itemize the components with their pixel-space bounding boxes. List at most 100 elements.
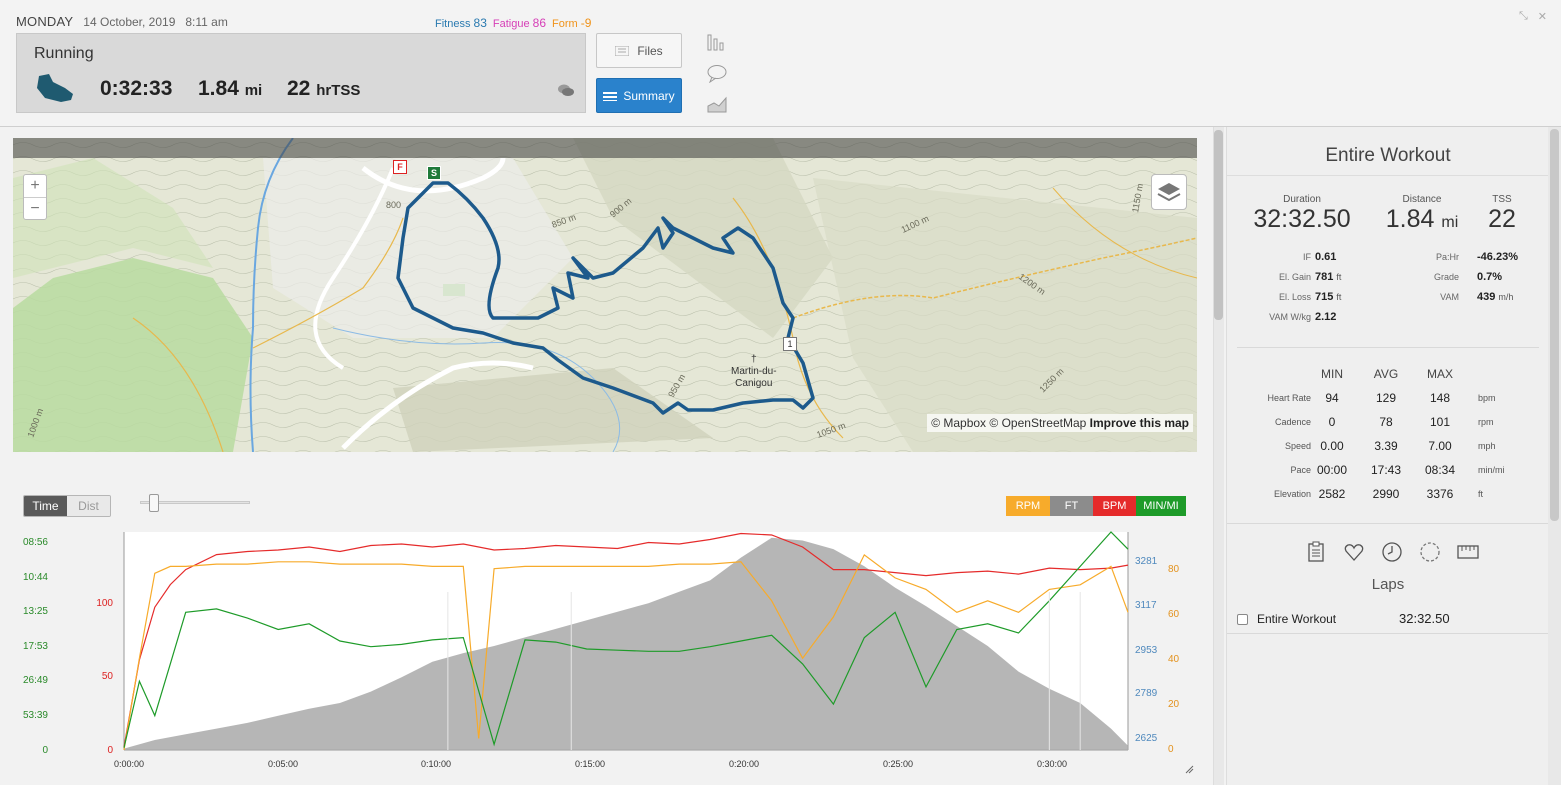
pace-tick: 0: [42, 745, 48, 756]
zoom-control: + −: [23, 174, 47, 220]
dashed-circle-icon[interactable]: [1419, 541, 1441, 563]
close-icon[interactable]: ✕: [1537, 11, 1547, 23]
bpm-tick: 50: [101, 671, 113, 682]
workout-distance: 1.84 mi: [198, 77, 262, 101]
channel-pace-toggle[interactable]: MIN/MI: [1136, 496, 1186, 516]
channel-rpm-toggle[interactable]: RPM: [1006, 496, 1050, 516]
resize-handle-icon[interactable]: [1184, 764, 1194, 774]
clock-icon[interactable]: [1381, 541, 1403, 563]
place-label-line2: Canigou: [735, 378, 773, 389]
channel-bpm-toggle[interactable]: BPM: [1093, 496, 1136, 516]
row-avg: 129: [1375, 391, 1397, 405]
map-top-bar: [13, 138, 1197, 158]
row-min: 0: [1328, 415, 1336, 429]
elevation-area: [124, 537, 1128, 750]
zoom-out-button[interactable]: −: [24, 197, 46, 220]
list-icon: [603, 91, 618, 101]
stat-value: 0.7%: [1477, 271, 1502, 283]
distance-unit: mi: [1441, 214, 1459, 231]
ruler-icon[interactable]: [1457, 541, 1479, 563]
pace-tick: 53:39: [22, 710, 48, 721]
summary-button[interactable]: Summary: [596, 78, 682, 113]
finish-marker[interactable]: F: [393, 160, 407, 174]
stat-label: VAM: [1440, 292, 1459, 302]
time-toggle[interactable]: Time: [24, 496, 67, 516]
expand-icon[interactable]: ⤡: [1518, 10, 1528, 22]
stat-label: El. Loss: [1278, 292, 1311, 302]
sport-title[interactable]: Running: [34, 45, 94, 62]
window-controls: ⤡ ✕: [1519, 10, 1547, 23]
pace-tick: 17:53: [22, 641, 48, 652]
lap-checkbox[interactable]: [1237, 614, 1248, 625]
comment-icon[interactable]: [706, 64, 728, 83]
distance-stat: Distance 1.84 mi: [1367, 194, 1477, 234]
rpm-tick: 80: [1168, 564, 1180, 575]
heart-icon[interactable]: [1343, 541, 1365, 563]
distance-number: 1.84: [1385, 205, 1435, 233]
row-max: 148: [1429, 391, 1451, 405]
map-layers-button[interactable]: [1151, 174, 1187, 210]
stat-value: 715 ft: [1315, 291, 1341, 303]
clipboard-icon[interactable]: [1305, 541, 1327, 563]
elevation-tick: 2953: [1135, 645, 1158, 656]
series-line-bpm: [123, 532, 1129, 748]
channel-ft-toggle[interactable]: FT: [1050, 496, 1093, 516]
stat-label: VAM W/kg: [1269, 312, 1311, 322]
duration-stat: Duration 32:32.50: [1247, 194, 1357, 234]
rpm-tick: 0: [1168, 744, 1174, 755]
panel-divider: [1227, 523, 1549, 524]
stat-number: 439: [1477, 291, 1496, 303]
analysis-chart-icon[interactable]: [706, 95, 728, 114]
smoothing-slider[interactable]: [140, 494, 250, 512]
comments-icon[interactable]: [557, 83, 575, 97]
map-canvas: 800 850 m 900 m 950 m 1000 m 1050 m 1100…: [13, 138, 1197, 452]
pace-tick: 10:44: [22, 572, 48, 583]
duration-value: 32:32.50: [1253, 205, 1351, 233]
summary-button-label: Summary: [623, 88, 675, 103]
main-scrollbar-thumb[interactable]: [1214, 130, 1223, 320]
fatigue-value: 86: [532, 16, 547, 30]
stat-label: Grade: [1433, 272, 1459, 282]
panel-scrollbar-thumb[interactable]: [1550, 129, 1559, 521]
fatigue-label: Fatigue: [492, 18, 530, 30]
laps-toolbar: [1305, 541, 1479, 563]
files-button[interactable]: Files: [596, 33, 682, 68]
time-dist-toggle: Time Dist: [23, 495, 111, 517]
start-marker[interactable]: S: [427, 166, 441, 180]
laps-heading: Laps: [1371, 576, 1405, 593]
mile-marker[interactable]: 1: [783, 337, 797, 351]
stat-value: 0.61: [1315, 251, 1336, 263]
main-scrollbar[interactable]: [1213, 127, 1224, 785]
workout-tss-value: 22: [287, 77, 311, 100]
workout-stats-panel: Entire Workout Duration 32:32.50 Distanc…: [1226, 127, 1549, 785]
panel-scrollbar[interactable]: [1548, 127, 1561, 785]
panel-divider: [1227, 175, 1549, 176]
row-min: 94: [1325, 391, 1339, 405]
zoom-in-button[interactable]: +: [30, 177, 40, 194]
panel-divider: [1227, 633, 1549, 634]
pace-tick: 13:25: [22, 606, 48, 617]
row-avg: 17:43: [1370, 463, 1402, 477]
slider-knob[interactable]: [149, 494, 159, 512]
row-unit: bpm: [1478, 393, 1496, 403]
col-avg-header: AVG: [1373, 367, 1399, 381]
row-label: Speed: [1284, 441, 1311, 451]
bpm-tick: 100: [96, 598, 113, 609]
attrib-mapbox-link[interactable]: © Mapbox: [931, 416, 987, 430]
improve-map-link[interactable]: Improve this map: [1089, 416, 1189, 430]
dist-toggle[interactable]: Dist: [67, 496, 110, 516]
series-line-rpm: [123, 553, 1129, 751]
stat-number: 2.12: [1315, 311, 1337, 323]
row-unit: rpm: [1478, 417, 1494, 427]
row-label: Pace: [1290, 465, 1311, 475]
bar-chart-icon[interactable]: [706, 33, 728, 52]
lap-row[interactable]: Entire Workout 32:32.50: [1237, 610, 1539, 630]
time-tick: 0:20:00: [729, 759, 760, 769]
attrib-osm-link[interactable]: © OpenStreetMap: [989, 416, 1087, 430]
workout-date-row: MONDAY 14 October, 2019 8:11 am: [16, 14, 228, 29]
workout-tss: 22 hrTSS: [287, 77, 360, 101]
tss-label: TSS: [1492, 194, 1512, 205]
route-map[interactable]: 800 850 m 900 m 950 m 1000 m 1050 m 1100…: [13, 138, 1197, 452]
row-label: Elevation: [1273, 489, 1311, 499]
chart-plot-area: [124, 532, 1128, 750]
